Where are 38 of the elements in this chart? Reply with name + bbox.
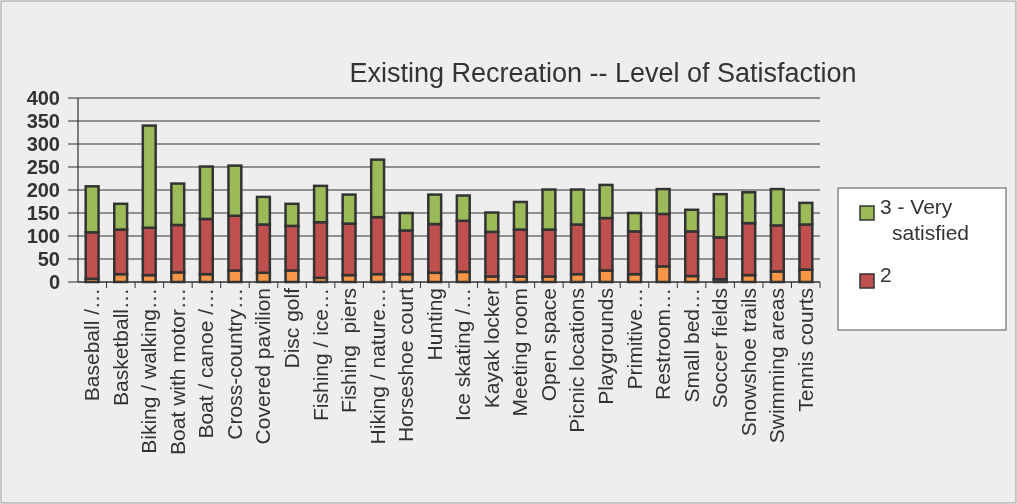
x-tick-label: Primitive… (622, 288, 646, 390)
x-tick-label: Covered pavilion (251, 288, 275, 445)
y-tick-label: 150 (26, 202, 60, 224)
x-tick-label: Basketball… (108, 288, 132, 406)
y-tick-label: 200 (26, 179, 60, 201)
legend-label: 3 - Very satisfied (880, 195, 970, 244)
x-tick-label: Fishing piers (337, 288, 361, 413)
x-tick-label: Disc golf (279, 287, 303, 369)
x-tick-label: Swimming areas (765, 288, 789, 444)
x-tick-label: Boat with motor… (165, 288, 189, 455)
x-tick-label: Ice skating /… (451, 288, 475, 422)
x-tick-label: Open space (536, 288, 560, 402)
x-tick-label: Biking / walking… (137, 288, 161, 454)
y-tick-label: 300 (26, 133, 60, 155)
y-tick-label: 400 (26, 87, 60, 109)
x-tick-label: Horseshoe court (394, 287, 418, 443)
x-tick-label: Hunting (422, 288, 446, 361)
x-tick-label: Small bed… (679, 288, 703, 403)
chart-title: Existing Recreation -- Level of Satisfaction (349, 58, 857, 88)
y-tick-label: 350 (26, 110, 60, 132)
x-tick-label: Playgrounds (594, 288, 618, 405)
x-tick-label: Meeting room (508, 288, 532, 417)
x-tick-label: Cross-country… (222, 288, 246, 440)
x-tick-label: Fishing / ice… (308, 288, 332, 422)
x-tick-label: Tennis courts (793, 288, 817, 412)
legend-label: 2 (880, 263, 892, 286)
x-tick-label: Baseball /… (80, 288, 104, 402)
x-tick-label: Snowshoe trails (736, 288, 760, 437)
x-tick-label: Soccer fields (708, 288, 732, 409)
y-tick-label: 50 (37, 248, 60, 270)
x-tick-label: Picnic locations (565, 288, 589, 433)
y-tick-label: 100 (26, 225, 60, 247)
x-tick-label: Kayak locker (479, 288, 503, 409)
x-tick-label: Hiking / nature… (365, 288, 389, 445)
x-tick-label: Restroom… (651, 288, 675, 401)
x-tick-label: Boat / canoe /… (194, 288, 218, 439)
y-tick-label: 0 (48, 271, 60, 293)
y-tick-label: 250 (26, 156, 60, 178)
